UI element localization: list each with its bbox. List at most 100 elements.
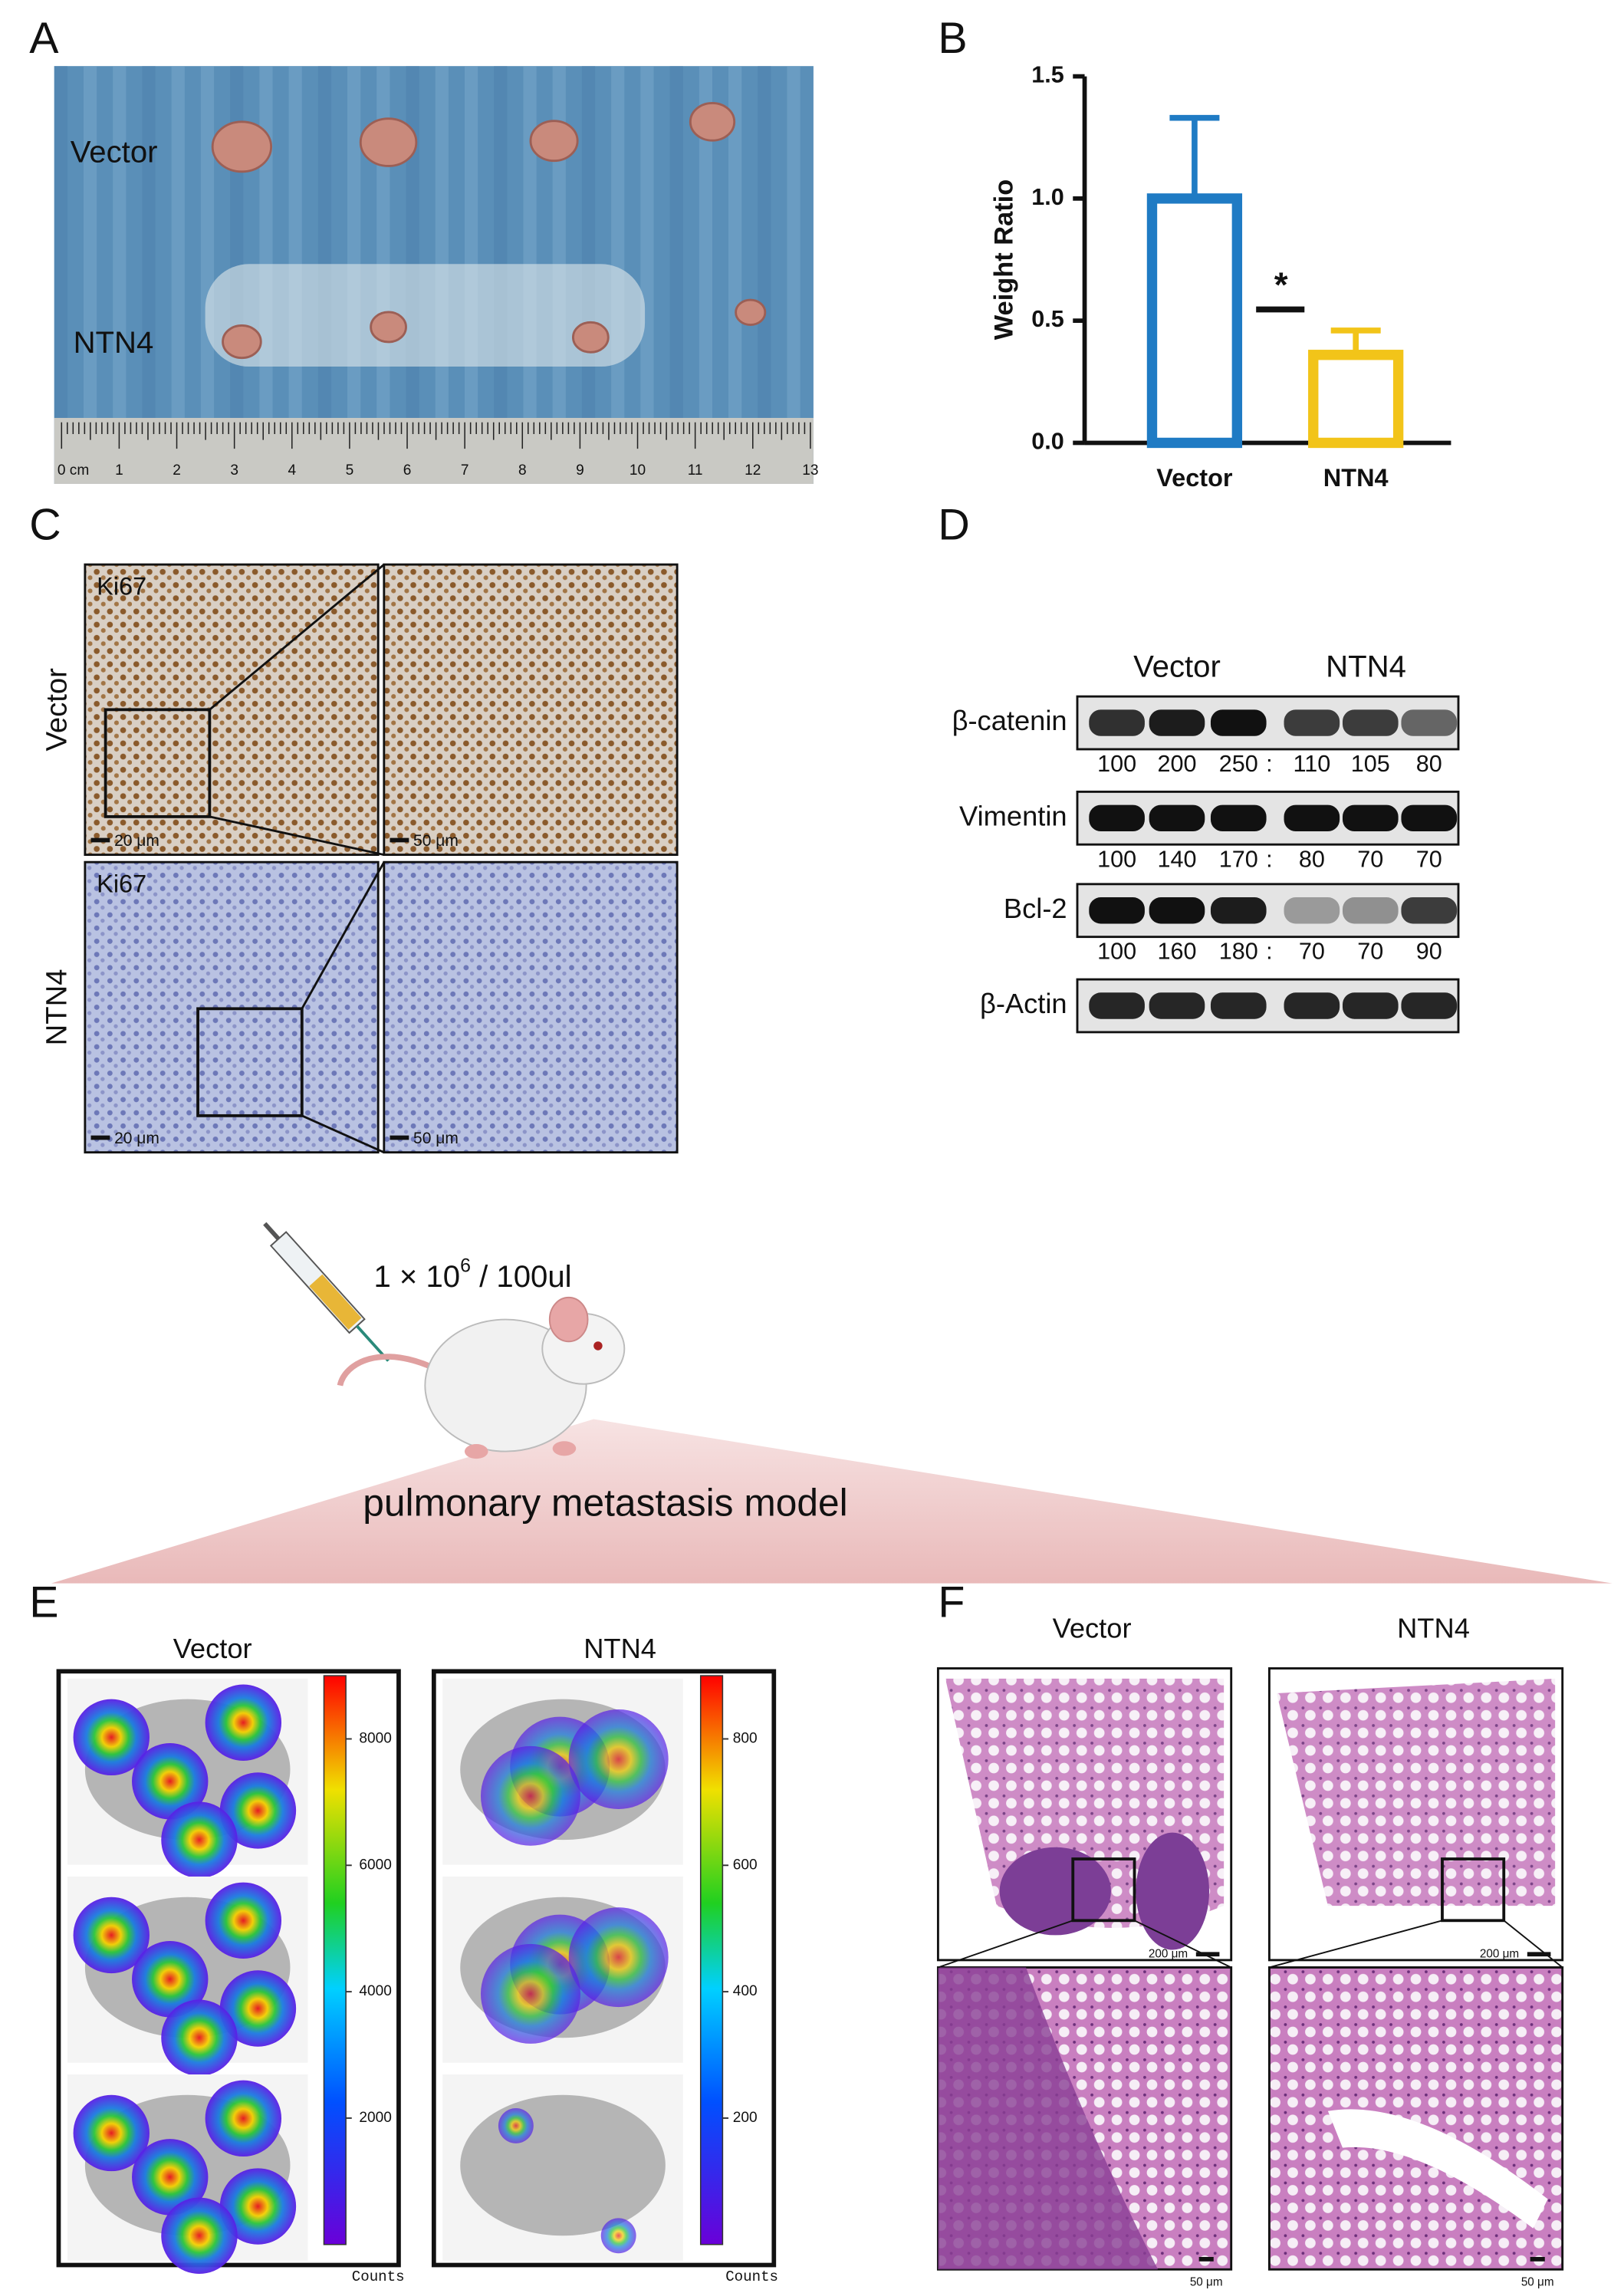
ruler-label: 4 [288,462,296,479]
panel-label: D [938,500,969,549]
mouse-ear [548,1296,589,1343]
panel-label: C [29,500,61,549]
injection-part: 1 × 10 [373,1259,460,1294]
blot-band [1342,992,1399,1019]
signal [480,1943,580,2044]
ruler-label: 8 [518,462,527,479]
zoom-line [301,1114,385,1153]
blot-band [1401,897,1458,924]
separator: : [1266,846,1273,872]
injection-part: / 100ul [471,1259,572,1294]
quantification: 140 [1157,846,1196,872]
colorbar [699,1675,724,2245]
quantification: 110 [1293,751,1330,777]
tumor [211,120,273,173]
ruler-label: 6 [403,462,412,479]
signal [219,2168,297,2245]
blot-band [1089,709,1145,736]
zoom-box [104,708,212,818]
quantification: 170 [1219,846,1258,872]
cloth-stripe [113,66,127,418]
ruler-label: 13 [802,462,818,479]
y-tick-label: 0.5 [1031,306,1064,332]
blot-band [1284,709,1340,736]
colorbar-tick-label: 8000 [359,1731,392,1747]
stain-label: Ki67 [97,870,146,897]
scale-label: 200 μm [1480,1947,1519,1960]
colorbar-tick-label: 400 [733,1983,758,1999]
scale-label: 50 μm [1190,2275,1223,2288]
ihc-image [383,860,679,1154]
cloth-stripe [142,66,156,418]
cloth-stripe [669,66,683,418]
zoom-line [1134,1920,1232,1969]
cloth-stripe [171,66,185,418]
signal [161,2197,238,2274]
colorbar-tick-label: 600 [733,1857,758,1873]
quantification: 100 [1097,846,1136,872]
blot-band [1089,897,1145,924]
row-label: NTN4 [41,969,74,1045]
cloth-highlight [205,264,646,367]
signal [498,2107,534,2143]
ruler [54,417,814,484]
signal [205,2080,282,2157]
y-tick-label: 1.5 [1031,62,1064,88]
ruler-label: 1 [115,462,123,479]
mouse-foot [552,1441,577,1456]
tumor-region [938,1967,1159,2270]
lung [460,2094,666,2236]
row-label: Vector [71,134,158,169]
tumor-nodule [999,1847,1111,1936]
blot-label: β-catenin [952,705,1067,736]
blot-band [1342,897,1399,924]
quantification: 200 [1157,751,1196,777]
signal [568,1907,669,2008]
lung-tissue [1276,1678,1556,1906]
ruler-label: 7 [461,462,469,479]
projection-fan [51,1419,1612,1584]
quantification: 70 [1357,846,1383,872]
scale-label: 20 μm [114,832,159,850]
panel-label: B [938,14,967,63]
quantification: 80 [1299,846,1325,872]
blot-band [1149,897,1205,924]
tumor [529,120,579,163]
quantification: 100 [1097,751,1136,777]
row-label: NTN4 [74,325,154,360]
cloth-stripe [787,66,800,418]
he-zoom [1267,1966,1564,2271]
mouse-eye [593,1341,603,1350]
ruler-label: 5 [346,462,354,479]
colorbar-label: Counts [725,2268,778,2285]
blot-label: β-Actin [980,988,1067,1019]
signal [132,1941,209,2018]
mouse-foot [464,1444,488,1459]
signal [480,1745,580,1846]
zoom-line [938,1920,1073,1969]
colorbar-tick-label: 4000 [359,1983,392,1999]
quantification: 105 [1351,751,1390,777]
syringe-liquid [309,1274,362,1330]
blot-band [1210,992,1267,1019]
bar [1146,193,1243,449]
cloth-stripe [54,66,67,418]
y-axis-label: Weight Ratio [989,179,1018,340]
quantification: 90 [1416,939,1442,965]
signal [600,2218,636,2254]
ruler-label: 3 [230,462,238,479]
blot-band [1149,709,1205,736]
blot-band [1149,804,1205,832]
blot-band [1401,804,1458,832]
syringe-plunger [263,1222,281,1241]
cloth-stripe [728,66,742,418]
group-label: NTN4 [584,1633,656,1664]
stain-label: Ki67 [97,572,146,600]
group-label: NTN4 [1326,649,1406,683]
blot-band [1089,804,1145,832]
panel-label: A [29,14,59,63]
zoom-box [1071,1857,1136,1923]
cloth-stripe [200,66,215,418]
bar [1308,350,1404,449]
